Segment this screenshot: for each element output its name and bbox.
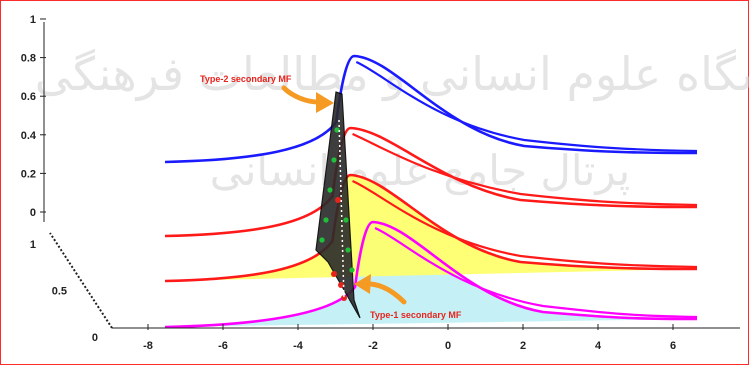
annotation-arrow-type1 <box>365 281 407 305</box>
x-tick-label: 4 <box>595 340 602 352</box>
secondary-mf-point-green <box>327 187 333 193</box>
y-tick-label: 0.5 <box>52 286 67 298</box>
secondary-mf-point-green <box>349 267 355 273</box>
axes-layer <box>43 22 740 329</box>
series-curve-3 <box>164 54 698 164</box>
series-curve-inner-3 <box>355 60 698 153</box>
secondary-mf-point-red <box>338 282 344 288</box>
secondary-mf-point-red <box>341 295 347 301</box>
x-tick-label: 2 <box>520 340 526 352</box>
annotation-arrow-type1-head <box>354 274 371 294</box>
x-tick-label: 6 <box>670 340 676 352</box>
annotation-arrow-type2-head <box>316 92 334 113</box>
secondary-mf-point-green <box>334 127 340 133</box>
series-curve-inner-2 <box>352 132 698 207</box>
secondary-mf-point-green <box>319 237 325 243</box>
z-tick-label: 0.4 <box>21 130 37 142</box>
annotation-layer: Type-2 secondary MF Type-1 secondary MF <box>200 74 462 320</box>
annotation-type1: Type-1 secondary MF <box>370 310 462 320</box>
series-curve-inner-0 <box>374 226 698 319</box>
fill-layer <box>165 175 697 327</box>
secondary-mf-point-red <box>335 197 341 203</box>
secondary-mf-dotted-line <box>338 119 345 301</box>
x-tick-label: -4 <box>293 340 304 352</box>
y-axis-line <box>49 232 113 329</box>
z-tick-label: 0 <box>30 207 36 219</box>
annotation-arrow-type2 <box>281 85 321 105</box>
series-curve-2 <box>164 126 698 238</box>
secondary-mf-band <box>315 91 361 319</box>
watermark-line-2: پرتال جامع علوم انسانی <box>210 146 631 196</box>
curves-layer <box>164 54 698 329</box>
z-tick-label: 0.8 <box>21 53 36 65</box>
x-tick-label: -6 <box>218 340 228 352</box>
x-tick-label: -2 <box>368 340 378 352</box>
y-tick-label: 1 <box>30 239 36 251</box>
x-tick-label: -8 <box>143 340 153 352</box>
secondary-mf-point-green <box>345 247 351 253</box>
z-tick-label: 0.6 <box>21 91 36 103</box>
x-tick-label: 0 <box>445 340 451 352</box>
series-curve-1 <box>164 173 698 283</box>
series-curve-inner-1 <box>352 179 698 269</box>
secondary-mf-point-green <box>331 157 337 163</box>
watermark-line-1: پژوهشگاه علوم انسانی و مطالعات فرهنگی <box>35 47 749 102</box>
secondary-mf-point-green <box>323 217 329 223</box>
secondary-mf-point-green <box>343 217 349 223</box>
watermark: پژوهشگاه علوم انسانی و مطالعات فرهنگی پر… <box>35 47 749 196</box>
slice-fill-1 <box>165 175 697 281</box>
z-tick-label: 1 <box>30 14 36 26</box>
secondary-mf-point-red <box>331 271 337 277</box>
y-tick-label: 0 <box>92 332 98 344</box>
annotation-type2: Type-2 secondary MF <box>200 74 292 84</box>
ticks-layer: -8 -6 -4 -2 0 2 4 6 0 0.5 1 0 0.2 0.4 0.6 0.8 1 <box>21 14 676 352</box>
z-tick-label: 0.2 <box>21 168 36 180</box>
series-curve-0 <box>164 220 698 329</box>
